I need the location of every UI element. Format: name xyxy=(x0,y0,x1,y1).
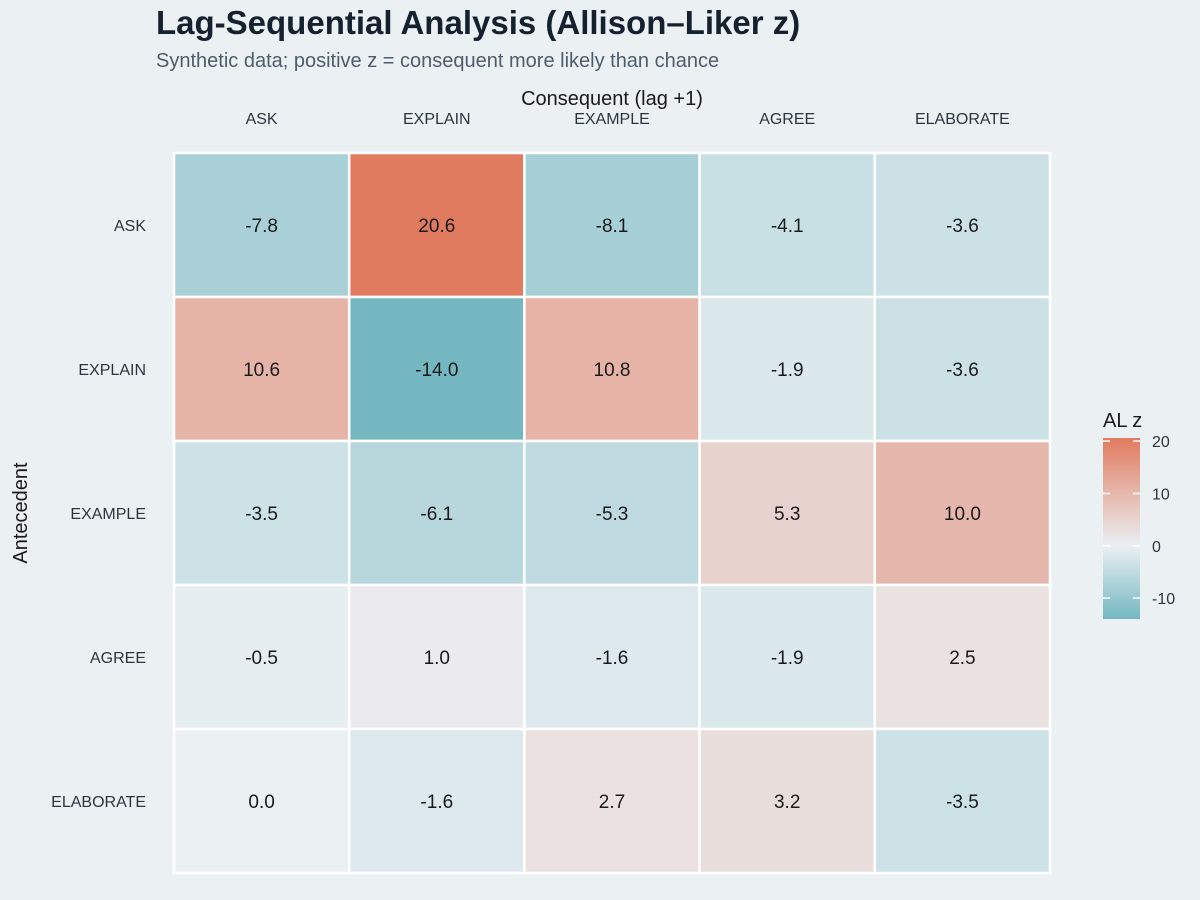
cell-value-label: -3.6 xyxy=(946,216,979,237)
heatmap-cell xyxy=(347,439,526,587)
cell-value-label: 20.6 xyxy=(418,216,455,237)
cell-value-label: -8.1 xyxy=(596,216,629,237)
heatmap-cell xyxy=(523,295,701,443)
cell-value-label: -14.0 xyxy=(415,360,458,381)
y-tick-label: EXPLAIN xyxy=(78,362,146,379)
cell-value-label: 1.0 xyxy=(424,648,450,669)
y-axis-title: Antecedent xyxy=(10,462,32,564)
cell-value-label: -5.3 xyxy=(596,504,629,525)
x-tick-label: EXPLAIN xyxy=(403,111,471,128)
y-tick-label: EXAMPLE xyxy=(70,506,146,523)
cell-value-label: -3.6 xyxy=(946,360,979,381)
legend-colorbar xyxy=(1103,438,1140,619)
cell-value-label: -3.5 xyxy=(245,504,278,525)
heatmap-cell xyxy=(523,583,701,731)
heatmap-cell xyxy=(698,439,877,587)
y-tick-label: AGREE xyxy=(90,650,146,667)
x-tick-label: EXAMPLE xyxy=(574,111,650,128)
cell-value-label: -4.1 xyxy=(771,216,804,237)
x-tick-label: ELABORATE xyxy=(915,111,1010,128)
heatmap-cell xyxy=(523,727,701,875)
chart-subtitle: Synthetic data; positive z = consequent … xyxy=(156,50,720,72)
cell-value-label: -1.9 xyxy=(771,360,804,381)
cell-value-label: -1.6 xyxy=(420,792,453,813)
legend-tick-label: 0 xyxy=(1152,539,1161,556)
cell-value-label: 2.7 xyxy=(599,792,625,813)
heatmap-cell xyxy=(873,727,1052,875)
cell-value-label: -6.1 xyxy=(420,504,453,525)
heatmap-cell xyxy=(172,583,351,731)
heatmap-cell xyxy=(873,439,1052,587)
heatmap-cell xyxy=(347,727,526,875)
heatmap-cell xyxy=(347,295,526,443)
cell-value-label: 10.0 xyxy=(944,504,981,525)
legend-title: AL z xyxy=(1103,410,1142,432)
y-tick-label: ELABORATE xyxy=(51,794,146,811)
cell-value-label: 10.8 xyxy=(594,360,631,381)
cell-value-label: -1.6 xyxy=(596,648,629,669)
cell-value-label: 0.0 xyxy=(248,792,274,813)
cell-value-label: 5.3 xyxy=(774,504,800,525)
heatmap-cell xyxy=(698,295,877,443)
x-axis-title: Consequent (lag +1) xyxy=(521,88,703,110)
legend-tick-label: -10 xyxy=(1152,591,1175,608)
heatmap-cell xyxy=(698,583,877,731)
x-tick-label: AGREE xyxy=(759,111,815,128)
cell-value-label: 2.5 xyxy=(949,648,975,669)
heatmap-cell xyxy=(347,583,526,731)
heatmap-cell xyxy=(698,727,877,875)
cell-value-label: -0.5 xyxy=(245,648,278,669)
legend-tick-label: 10 xyxy=(1152,486,1170,503)
y-tick-label: ASK xyxy=(114,218,146,235)
heatmap-cell xyxy=(172,439,351,587)
cell-value-label: -3.5 xyxy=(946,792,979,813)
heatmap-cell xyxy=(873,583,1052,731)
cell-value-label: -1.9 xyxy=(771,648,804,669)
x-tick-label: ASK xyxy=(246,111,278,128)
cell-value-label: 3.2 xyxy=(774,792,800,813)
chart-title: Lag-Sequential Analysis (Allison–Liker z… xyxy=(156,4,801,41)
cell-value-label: -7.8 xyxy=(245,216,278,237)
cell-value-label: 10.6 xyxy=(243,360,280,381)
heatmap-cell xyxy=(172,151,351,299)
heatmap-cell xyxy=(873,295,1052,443)
legend-tick-label: 20 xyxy=(1152,434,1170,451)
